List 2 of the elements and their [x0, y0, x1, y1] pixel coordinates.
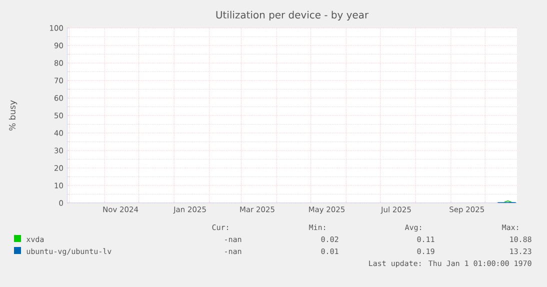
y-axis-title: % busy — [8, 100, 18, 130]
chart-title: Utilization per device - by year — [216, 10, 369, 21]
